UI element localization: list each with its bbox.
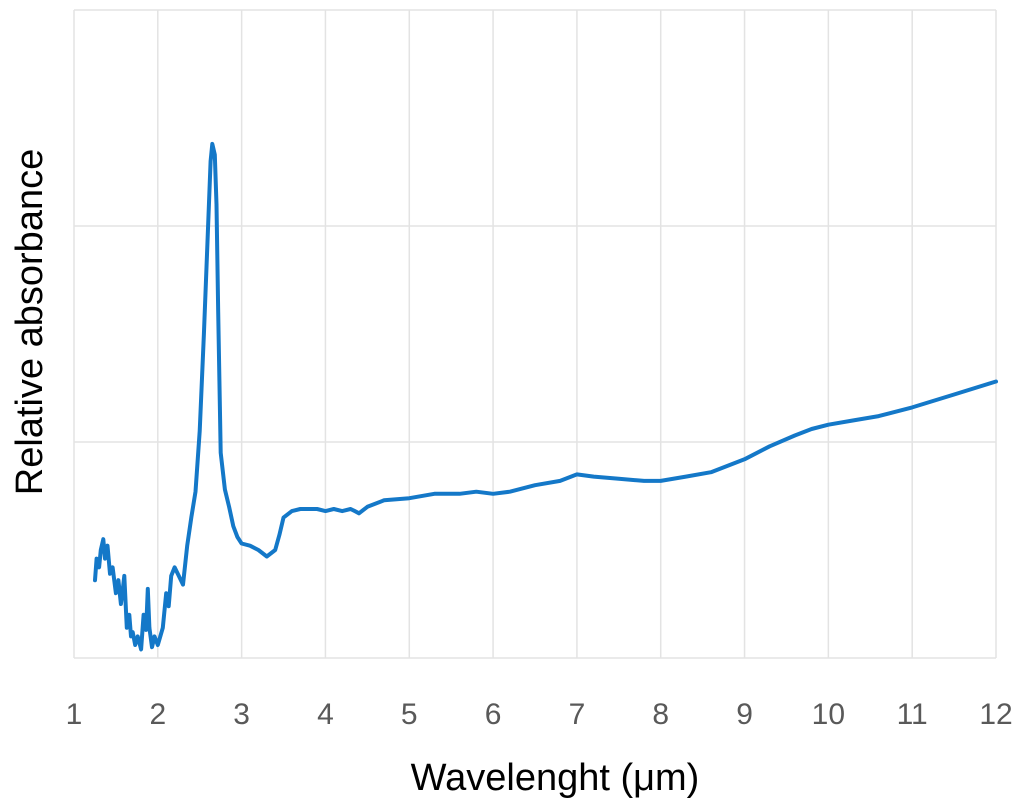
gridlines [73, 9, 997, 659]
x-tick-label: 2 [149, 698, 166, 731]
x-tick-label: 3 [233, 698, 250, 731]
x-tick-label: 8 [652, 698, 669, 731]
x-tick-labels: 1 2 3 4 5 6 7 8 9 10 11 12 [66, 698, 1013, 731]
x-tick-label: 7 [569, 698, 586, 731]
x-tick-label: 6 [485, 698, 502, 731]
x-tick-label: 9 [736, 698, 753, 731]
y-axis-title: Relative absorbance [9, 149, 51, 495]
x-tick-label: 1 [66, 698, 83, 731]
absorbance-series-line [93, 141, 998, 652]
x-axis-title: Wavelenght (μm) [411, 757, 700, 799]
x-tick-label: 5 [401, 698, 418, 731]
x-tick-label: 12 [979, 698, 1012, 731]
x-tick-label: 11 [897, 698, 928, 731]
x-tick-label: 4 [317, 698, 334, 731]
series-layer [93, 141, 998, 652]
x-tick-label: 10 [812, 698, 845, 731]
